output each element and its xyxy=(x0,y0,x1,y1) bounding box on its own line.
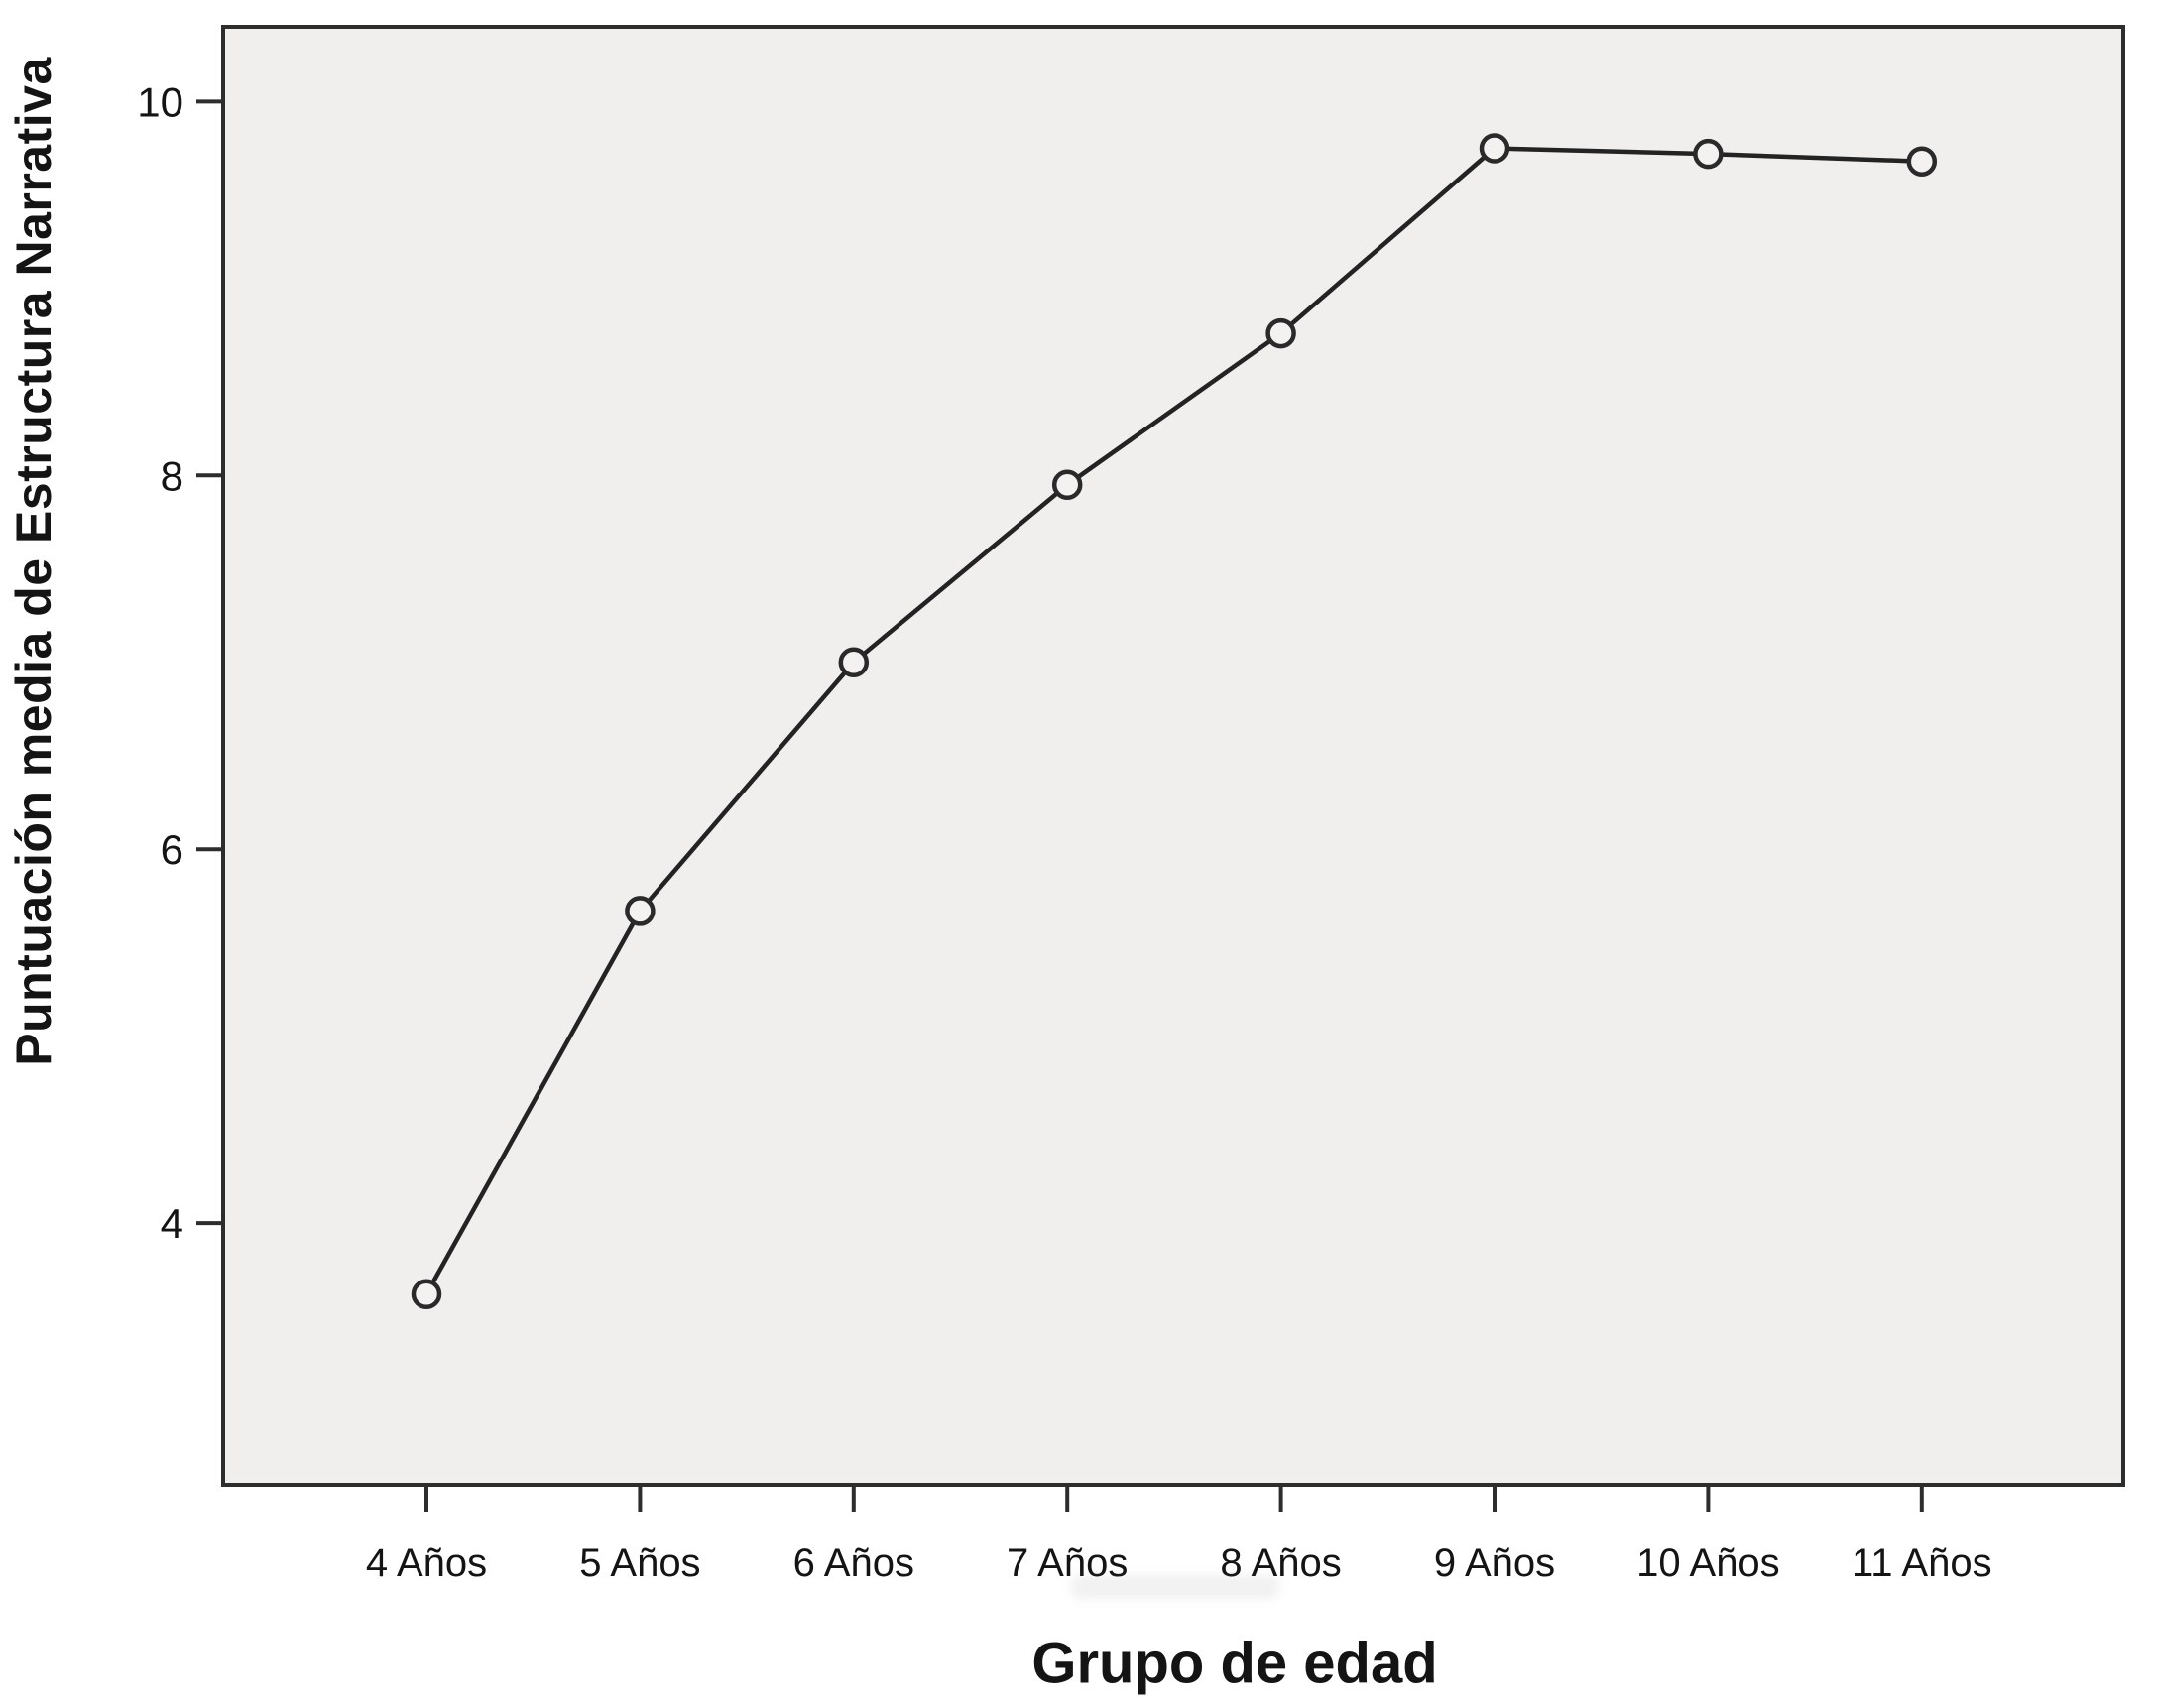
y-tick-label: 8 xyxy=(161,452,183,499)
y-axis-title: Puntuación media de Estructura Narrativa xyxy=(6,57,61,1066)
data-point-marker xyxy=(411,1279,442,1310)
series-line xyxy=(424,146,1922,1295)
x-tick-label: 4 Años xyxy=(366,1541,487,1585)
x-tick-label: 6 Años xyxy=(793,1541,914,1585)
data-point-marker xyxy=(1906,146,1938,177)
plot-area xyxy=(221,25,2125,1487)
data-point-marker xyxy=(1265,317,1296,349)
y-tick-label: 4 xyxy=(161,1200,183,1247)
y-tick-label: 6 xyxy=(161,826,183,873)
ghost-artifact xyxy=(1071,1575,1279,1599)
x-tick-label: 7 Años xyxy=(1007,1541,1128,1585)
x-tick-label: 8 Años xyxy=(1220,1541,1341,1585)
data-point-marker xyxy=(1479,133,1510,164)
x-tick-label: 11 Años xyxy=(1852,1541,1992,1585)
x-tick-label: 5 Años xyxy=(579,1541,700,1585)
x-tick-label: 9 Años xyxy=(1434,1541,1555,1585)
x-tick-label: 10 Años xyxy=(1636,1541,1780,1585)
x-axis-title: Grupo de edad xyxy=(1031,1631,1438,1696)
y-tick-label: 10 xyxy=(137,78,183,125)
data-point-marker xyxy=(1051,469,1083,500)
data-point-marker xyxy=(838,647,870,678)
data-point-marker xyxy=(625,896,656,926)
data-point-marker xyxy=(1693,138,1724,170)
